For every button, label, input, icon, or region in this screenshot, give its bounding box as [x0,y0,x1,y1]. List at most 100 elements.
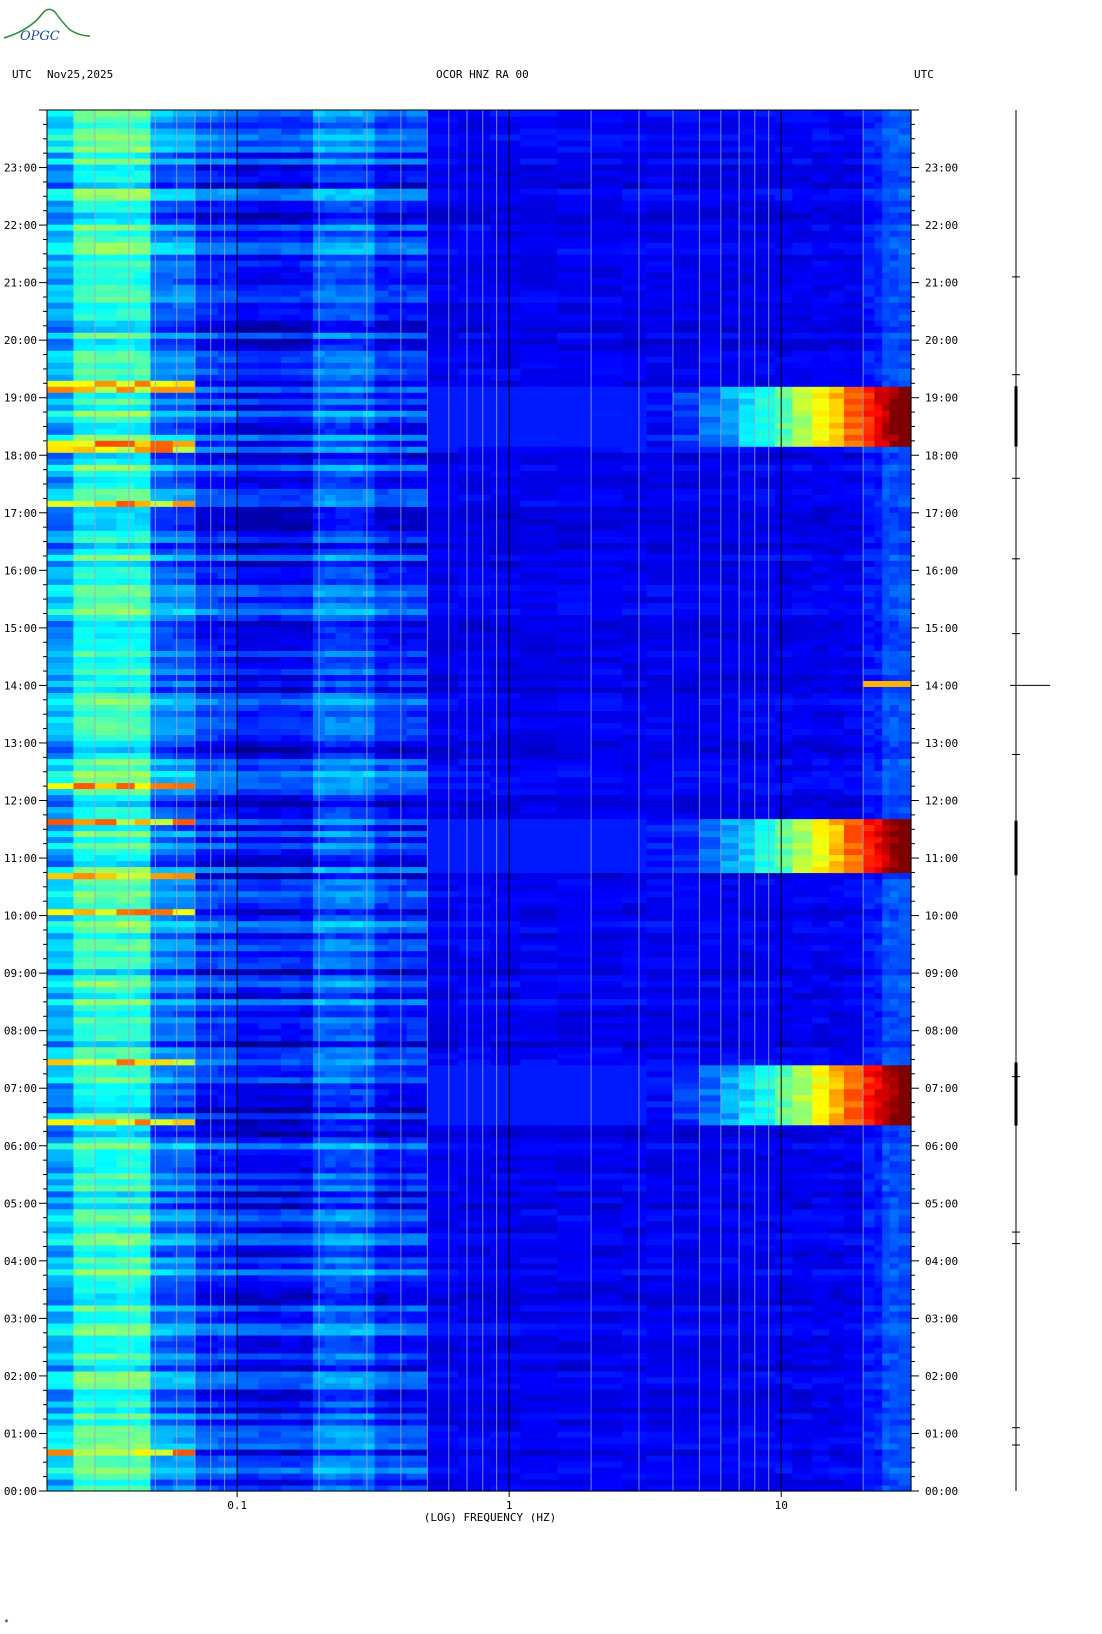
spectrogram-cell [172,842,196,850]
spectrogram-cell [622,1437,648,1444]
spectrogram-cell [172,1334,196,1342]
spectrogram-cell [237,1425,260,1432]
spectrogram-cell [116,848,136,856]
spectrogram-cell [775,1473,793,1480]
spectrogram-cell [646,1449,674,1456]
spectrogram-cell [47,1088,74,1096]
spectrogram-cell [388,1244,408,1252]
spectrogram-cell [889,1262,900,1270]
spectrogram-cell [388,1142,408,1150]
spectrogram-cell [374,1328,390,1336]
spectrogram-cell [281,1346,301,1354]
spectrogram-cell [775,1310,793,1318]
spectrogram-cell [591,1070,623,1078]
spectrogram-cell [458,1190,491,1198]
spectrogram-cell [898,1431,912,1438]
spectrogram-cell [829,818,845,826]
spectrogram-cell [699,986,722,994]
spectrogram-cell [47,1070,74,1078]
spectrogram-cell [863,1364,875,1372]
spectrogram-cell [754,1455,776,1462]
spectrogram-cell [258,986,282,994]
spectrogram-cell [458,1292,491,1300]
spectrogram-cell [898,1388,912,1396]
spectrogram-cell [362,980,376,988]
spectrogram-cell [812,1298,830,1306]
spectrogram-cell [520,860,558,868]
spectrogram-cell [591,1256,623,1264]
spectrogram-cell [388,896,408,904]
spectrogram-cell [812,1172,830,1180]
spectrogram-cell [863,986,875,994]
spectrogram-cell [874,1473,883,1480]
spectrogram-cell [237,848,260,856]
spectrogram-cell [720,1196,740,1204]
spectrogram-cell [374,1190,390,1198]
spectrogram-cell [237,872,260,880]
spectrogram-cell [374,1022,390,1030]
spectrogram-cell [134,1106,152,1114]
spectrogram-cell [388,980,408,988]
spectrogram-cell [374,1322,390,1330]
spectrogram-cell [362,914,376,922]
spectrogram-cell [490,1196,522,1204]
spectrogram-cell [458,1106,491,1114]
spectrogram-cell [350,1082,364,1090]
spectrogram-cell [490,866,522,874]
spectrogram-cell [812,1022,830,1030]
spectrogram-cell [775,848,793,856]
spectrogram-cell [458,1376,491,1384]
spectrogram-cell [520,992,558,1000]
spectrogram-cell [150,1328,174,1336]
spectrogram-cell [47,1016,74,1024]
spectrogram-cell [324,1388,337,1396]
spectrogram-cell [172,1010,196,1018]
spectrogram-cell [281,1088,301,1096]
spectrogram-cell [882,950,891,958]
spectrogram-cell [775,1046,793,1054]
spectrogram-cell [258,1064,282,1072]
spectrogram-cell [335,884,351,892]
spectrogram-cell [775,1443,793,1450]
spectrogram-cell [324,1485,337,1492]
spectrogram-cell [406,1046,428,1054]
spectrogram-cell [94,1449,117,1456]
spectrogram-cell [258,1328,282,1336]
spectrogram-cell [673,1244,700,1252]
spectrogram-cell [591,1370,623,1378]
spectrogram-cell [490,1142,522,1150]
spectrogram-cell [237,836,260,844]
spectrogram-cell [374,1136,390,1144]
spectrogram-cell [874,944,883,952]
spectrogram-cell [843,1406,864,1414]
spectrogram-cell [324,1238,337,1246]
spectrogram-cell [362,974,376,982]
spectrogram-cell [458,1064,491,1072]
spectrogram-cell [237,1082,260,1090]
spectrogram-cell [812,1058,830,1066]
spectrogram-cell [898,1208,912,1216]
spectrogram-cell [622,1094,648,1102]
spectrogram-cell [843,1136,864,1144]
spectrogram-cell [134,878,152,886]
spectrogram-cell [863,1425,875,1432]
spectrogram-cell [754,1250,776,1258]
spectrogram-cell [739,1298,756,1306]
spectrogram-cell [591,860,623,868]
spectrogram-cell [134,1202,152,1210]
spectrogram-cell [258,1046,282,1054]
spectrogram-cell [335,1034,351,1042]
spectrogram-cell [673,830,700,838]
spectrogram-cell [427,1094,459,1102]
spectrogram-cell [335,860,351,868]
spectrogram-cell [172,1202,196,1210]
spectrogram-cell [775,1425,793,1432]
spectrogram-cell [281,1400,301,1408]
spectrogram-cell [490,1310,522,1318]
spectrogram-cell [350,992,364,1000]
spectrogram-cell [299,1334,314,1342]
spectrogram-cell [406,812,428,820]
spectrogram-cell [406,1256,428,1264]
spectrogram-cell [490,1268,522,1276]
spectrogram-cell [889,1467,900,1474]
